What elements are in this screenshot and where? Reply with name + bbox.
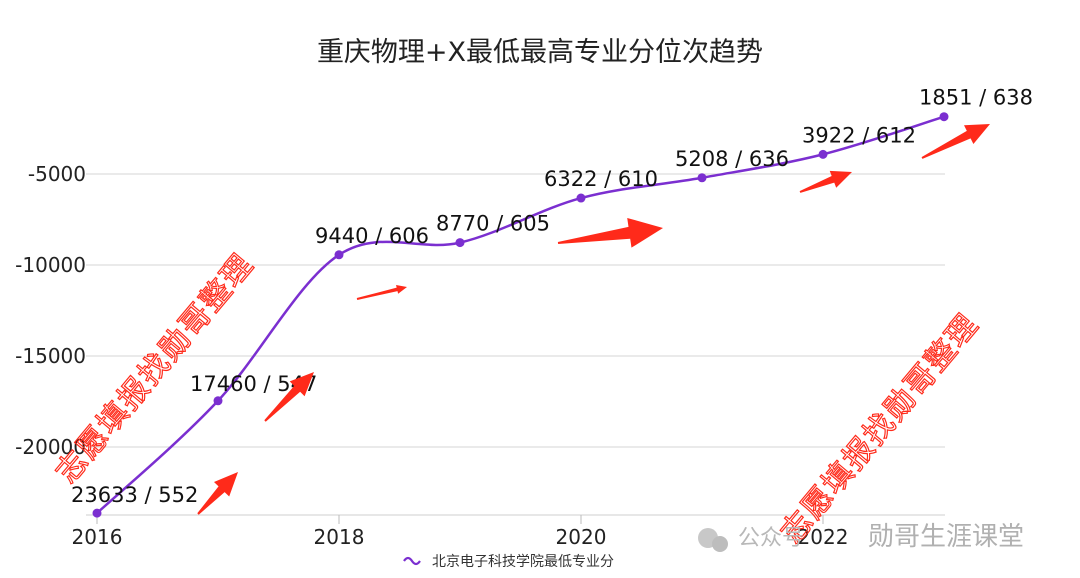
y-tick-label: -10000 <box>15 253 86 277</box>
y-tick-label: -15000 <box>15 344 86 368</box>
red-arrow-icon <box>921 123 991 159</box>
data-label: 8770 / 605 <box>436 212 550 236</box>
data-point <box>576 193 586 203</box>
x-tick-label: 2018 <box>314 525 365 549</box>
data-label: 5208 / 636 <box>675 147 789 171</box>
legend-label: 北京电子科技学院最低专业分 <box>432 554 614 570</box>
red-arrow-icon <box>799 170 853 193</box>
red-arrow-icon <box>356 285 408 300</box>
red-arrow-icon <box>557 217 664 248</box>
data-point <box>455 238 465 248</box>
x-tick-label: 2020 <box>556 525 607 549</box>
data-label: 9440 / 606 <box>315 224 429 248</box>
data-point <box>939 112 949 122</box>
data-point <box>92 508 102 518</box>
red-arrow-icon <box>264 372 314 422</box>
series-line <box>96 115 945 515</box>
x-tick-label: 2016 <box>72 525 123 549</box>
watermark-text-left: 志愿填报找勋哥整理 <box>49 247 261 490</box>
wechat-icon <box>712 536 728 552</box>
red-arrow-icon <box>197 471 238 515</box>
data-point <box>697 173 707 183</box>
x-tick-label: 2022 <box>798 525 849 549</box>
data-label: 1851 / 638 <box>919 86 1033 110</box>
watermark-text-right: 志愿填报找勋哥整理 <box>774 307 986 550</box>
account-prefix: 公众号 <box>738 526 804 551</box>
data-label: 3922 / 612 <box>802 123 916 147</box>
legend-line-icon <box>403 556 421 566</box>
data-point <box>334 250 344 260</box>
data-label: 23633 / 552 <box>71 483 198 507</box>
y-tick-label: -5000 <box>28 162 86 186</box>
chart-title: 重庆物理+X最低最高专业分位次趋势 <box>316 37 764 68</box>
data-point <box>213 396 223 406</box>
account-name: 勋哥生涯课堂 <box>868 522 1024 552</box>
y-tick-label: -20000 <box>15 435 86 459</box>
data-point <box>818 149 828 159</box>
data-label: 6322 / 610 <box>544 167 658 191</box>
